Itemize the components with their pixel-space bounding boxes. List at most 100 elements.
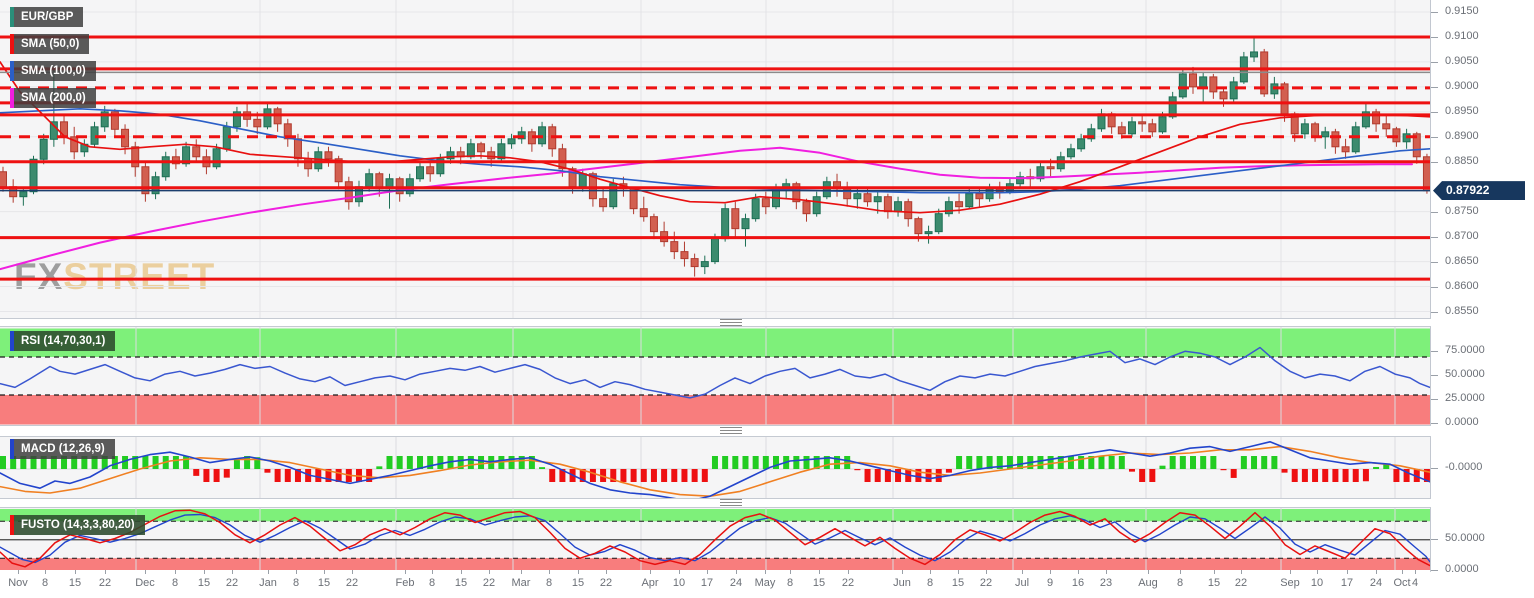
time-axis-tick	[790, 570, 791, 574]
candle-body	[1331, 131, 1340, 148]
time-axis-tick	[650, 570, 651, 574]
macd-histogram-bar	[1373, 466, 1380, 469]
sma100-legend-badge[interactable]: SMA (100,0)	[10, 61, 96, 81]
macd-histogram-bar	[1067, 456, 1074, 469]
symbol-badge[interactable]: EUR/GBP	[10, 7, 84, 27]
price-axis-label: 0.8700	[1445, 230, 1479, 242]
price-panel[interactable]: FXSTREET	[0, 0, 1431, 319]
macd-histogram-bar	[935, 469, 942, 482]
macd-histogram-bar	[467, 456, 474, 469]
fxstreet-watermark: FXSTREET	[14, 256, 215, 298]
macd-histogram-bar	[956, 456, 963, 469]
rsi-axis-label: 0.0000	[1445, 416, 1479, 428]
time-axis-label: Mar	[511, 577, 531, 589]
time-axis-tick	[521, 570, 522, 574]
time-axis-tick	[1214, 570, 1215, 574]
time-axis-tick	[1241, 570, 1242, 574]
time-axis-label: 8	[41, 577, 49, 589]
candle-body	[324, 151, 333, 160]
macd-histogram-bar	[1362, 469, 1369, 482]
rsi-panel[interactable]	[0, 326, 1431, 426]
macd-histogram-bar	[1149, 469, 1156, 482]
time-axis[interactable]: Nov 8 15 22 Dec 8 15 22 Jan 8 15 22 Feb 8 15 22 Mar 8 15 22…	[0, 570, 1430, 598]
macd-histogram-bar	[559, 469, 566, 482]
macd-histogram-bar	[1200, 456, 1207, 469]
candle-body	[965, 193, 974, 208]
time-axis-tick	[606, 570, 607, 574]
macd-histogram-bar	[325, 469, 332, 482]
candle-body	[39, 138, 48, 160]
macd-histogram-bar	[742, 456, 749, 469]
fusto-axis-label: 50.0000	[1445, 532, 1485, 544]
macd-histogram-bar	[193, 469, 200, 476]
macd-histogram-bar	[1423, 469, 1430, 482]
time-axis-label: Dec	[135, 577, 155, 589]
candle-body	[49, 121, 58, 140]
macd-histogram-bar	[1159, 465, 1166, 469]
candle-body	[1046, 166, 1055, 170]
macd-histogram-bar	[528, 456, 535, 469]
macd-histogram-bar	[274, 469, 281, 482]
macd-histogram-bar	[722, 456, 729, 469]
candle-body	[873, 196, 882, 203]
panel-resize-handle-icon[interactable]	[720, 427, 742, 434]
candle-body	[446, 151, 455, 160]
macd-histogram-bar	[20, 456, 27, 469]
rsi-plot	[0, 327, 1430, 425]
macd-histogram-bar	[244, 456, 251, 469]
candle-body	[1087, 128, 1096, 140]
panel-resize-handle-icon[interactable]	[720, 319, 742, 326]
price-axis[interactable]: 0.87922 0.9150 0.9100 0.9050 0.9000 0.8950 0.…	[1431, 0, 1534, 575]
time-axis-label: 22	[345, 577, 359, 589]
macd-panel[interactable]	[0, 436, 1431, 499]
candle-body	[477, 143, 486, 153]
macd-histogram-bar	[457, 456, 464, 469]
time-axis-tick	[902, 570, 903, 574]
fusto-axis-label: 0.0000	[1445, 563, 1479, 575]
axis-tick	[1431, 538, 1438, 540]
candle-body	[1158, 116, 1167, 133]
candle-body	[70, 136, 79, 153]
time-axis-tick	[18, 570, 19, 574]
macd-legend-badge[interactable]: MACD (12,26,9)	[10, 439, 115, 459]
price-axis-label: 0.8750	[1445, 205, 1479, 217]
time-axis-label: 4	[1411, 577, 1419, 589]
candle-body	[497, 143, 506, 160]
sma50-legend-badge[interactable]: SMA (50,0)	[10, 34, 90, 54]
macd-histogram-bar	[152, 456, 159, 469]
fusto-panel[interactable]	[0, 507, 1431, 572]
time-axis-tick	[1402, 570, 1403, 574]
time-axis-label: 17	[700, 577, 714, 589]
rsi-legend-badge[interactable]: RSI (14,70,30,1)	[10, 331, 116, 351]
macd-histogram-bar	[132, 456, 139, 469]
candle-body	[1361, 111, 1370, 128]
time-axis-label: 8	[786, 577, 794, 589]
time-axis-tick	[1415, 570, 1416, 574]
macd-histogram-bar	[650, 469, 657, 482]
sma200-legend-badge[interactable]: SMA (200,0)	[10, 88, 96, 108]
macd-histogram-bar	[813, 456, 820, 469]
time-axis-tick	[45, 570, 46, 574]
candle-body	[853, 193, 862, 200]
macd-histogram-bar	[1128, 469, 1135, 472]
macd-histogram-bar	[1047, 456, 1054, 469]
panel-resize-handle-icon[interactable]	[720, 499, 742, 506]
macd-histogram-bar	[1352, 469, 1359, 482]
fusto-legend-badge[interactable]: FUSTO (14,3,3,80,20)	[10, 515, 145, 535]
axis-tick	[1431, 422, 1438, 424]
candle-body	[649, 216, 658, 233]
candle-body	[0, 171, 7, 188]
price-axis-label: 0.8900	[1445, 130, 1479, 142]
macd-histogram-bar	[976, 456, 983, 469]
macd-axis-label: -0.0000	[1445, 461, 1483, 473]
candle-body	[812, 196, 821, 215]
candle-body	[700, 261, 709, 268]
macd-histogram-bar	[1118, 456, 1125, 469]
axis-tick	[1431, 86, 1438, 88]
macd-histogram-bar	[1088, 456, 1095, 469]
macd-histogram-bar	[610, 469, 617, 482]
axis-tick	[1431, 350, 1438, 352]
candle-body	[629, 188, 638, 210]
candle-body	[29, 158, 38, 193]
macd-histogram-bar	[966, 456, 973, 469]
